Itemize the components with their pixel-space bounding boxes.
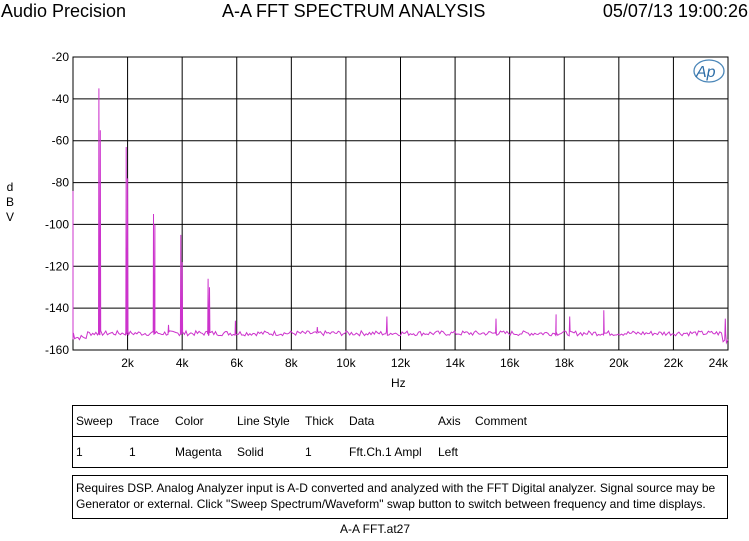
y-tick-label: -140 <box>45 301 69 315</box>
chart-title: A-A FFT SPECTRUM ANALYSIS <box>222 1 486 21</box>
x-tick-label: 6k <box>230 356 244 370</box>
y-tick-label: -120 <box>45 259 69 273</box>
y-tick-label: -20 <box>52 50 70 64</box>
x-tick-label: 2k <box>121 356 135 370</box>
x-tick-label: 16k <box>500 356 520 370</box>
x-tick-label: 14k <box>445 356 465 370</box>
trace-legend-table: Sweep Trace Color Line Style Thick Data … <box>72 405 728 468</box>
legend-row: 1 1 Magenta Solid 1 Fft.Ch.1 Ampl Left <box>73 437 728 468</box>
note-line-1: Requires DSP. Analog Analyzer input is A… <box>76 481 716 495</box>
timestamp: 05/07/13 19:00:26 <box>602 1 748 21</box>
description-note: Requires DSP. Analog Analyzer input is A… <box>72 475 728 519</box>
fft-chart: -20 -40 -60 -80 -100 -120 -140 -160 2k 4k 6k 8k 10k… <box>45 50 729 370</box>
x-axis-label: Hz <box>391 376 406 390</box>
y-tick-label: -40 <box>52 92 70 106</box>
legend-header-sweep: Sweep <box>72 405 126 437</box>
legend-header-row: Sweep Trace Color Line Style Thick Data … <box>72 405 728 437</box>
x-tick-label: 24k <box>709 356 729 370</box>
x-tick-label: 10k <box>336 356 356 370</box>
legend-header-line-style: Line Style <box>234 405 302 437</box>
ap-logo: Ap <box>693 59 725 83</box>
y-tick-label: -80 <box>52 176 70 190</box>
legend-comment <box>472 437 728 468</box>
x-tick-label: 4k <box>176 356 190 370</box>
legend-header-data: Data <box>346 405 435 437</box>
file-name: A-A FFT.at27 <box>340 522 411 536</box>
legend-data: Fft.Ch.1 Ampl <box>349 445 422 459</box>
legend-line-style: Solid <box>237 445 264 459</box>
y-tick-label: -100 <box>45 217 69 231</box>
legend-header-trace: Trace <box>126 405 172 437</box>
app-name: Audio Precision <box>1 1 127 21</box>
x-tick-labels: 2k 4k 6k 8k 10k 12k 14k 16k 18k 20k 22k 24k <box>121 356 729 370</box>
grid-lines <box>73 56 729 351</box>
x-tick-label: 22k <box>664 356 684 370</box>
x-tick-label: 8k <box>285 356 299 370</box>
note-line-2: Generator or external. Click "Sweep Spec… <box>76 497 706 511</box>
legend-header-axis: Axis <box>435 405 472 437</box>
x-tick-label: 20k <box>609 356 629 370</box>
series-line <box>72 88 729 345</box>
legend-header-color: Color <box>172 405 234 437</box>
legend-header-thick: Thick <box>302 405 346 437</box>
legend-axis: Left <box>438 445 459 459</box>
x-tick-label: 18k <box>555 356 575 370</box>
legend-trace: 1 <box>129 445 136 459</box>
y-tick-labels: -20 -40 -60 -80 -100 -120 -140 -160 <box>45 50 69 357</box>
legend-thick: 1 <box>305 445 312 459</box>
x-tick-label: 12k <box>391 356 411 370</box>
legend-header-comment: Comment <box>472 405 728 437</box>
legend-color: Magenta <box>175 445 222 459</box>
y-tick-label: -60 <box>52 134 70 148</box>
legend-sweep: 1 <box>76 445 83 459</box>
ap-logo-text: Ap <box>695 64 716 81</box>
y-tick-label: -160 <box>45 343 69 357</box>
